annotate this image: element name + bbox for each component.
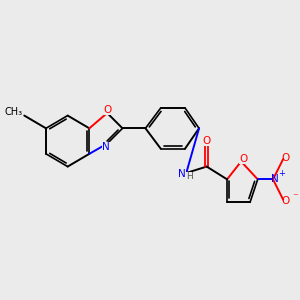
Text: O: O xyxy=(240,154,248,164)
Text: O: O xyxy=(281,196,290,206)
Text: O: O xyxy=(103,105,111,115)
Text: N: N xyxy=(102,142,110,152)
Text: H: H xyxy=(186,172,193,181)
Text: +: + xyxy=(278,169,285,178)
Text: ⁻: ⁻ xyxy=(292,192,298,202)
Text: CH₃: CH₃ xyxy=(4,107,22,118)
Text: O: O xyxy=(281,153,290,163)
Text: N: N xyxy=(271,174,279,184)
Text: O: O xyxy=(202,136,211,146)
Text: N: N xyxy=(178,169,186,179)
